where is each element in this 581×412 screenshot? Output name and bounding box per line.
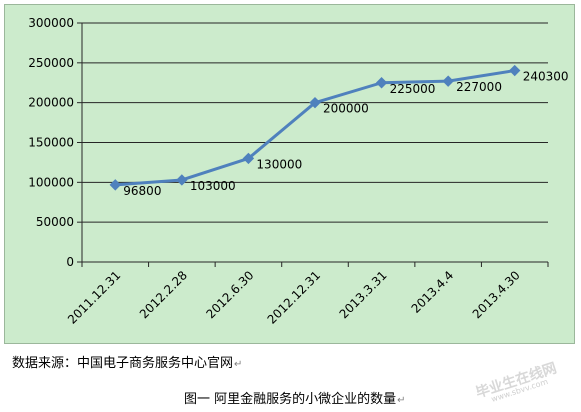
watermark-logo: 毕业生在线网 www.sbvv.com <box>468 352 578 412</box>
data-point-marker <box>242 152 255 165</box>
data-label: 96800 <box>123 184 161 198</box>
x-tick-label: 2013.4.4 <box>409 268 457 316</box>
x-tick-label: 2012.6.30 <box>203 268 256 321</box>
data-label: 225000 <box>390 82 436 96</box>
data-label: 227000 <box>456 80 502 94</box>
x-tick-label: 2012.2.28 <box>137 268 190 321</box>
chart-area <box>4 4 575 344</box>
data-point-marker <box>309 96 321 109</box>
x-tick-label: 2013.3.31 <box>337 268 390 321</box>
data-label: 103000 <box>190 179 236 193</box>
figure-caption: 图一 阿里金融服务的小微企业的数量↵ <box>184 392 406 407</box>
watermark-title: 毕业生在线网 <box>473 360 559 402</box>
y-tick-labels: 0 50000 100000 150000 200000 250000 300000 <box>28 16 74 269</box>
data-point-marker <box>442 75 454 87</box>
data-label: 240300 <box>523 70 569 84</box>
x-tick-label: 2011.12.31 <box>65 268 123 326</box>
y-tick-label: 250000 <box>28 56 74 70</box>
data-source-note: 数据来源：中国电子商务服务中心官网↵ <box>12 356 243 371</box>
watermark-url: www.sbvv.com <box>490 377 550 404</box>
y-tick-label: 0 <box>66 255 74 269</box>
data-labels: 96800 103000 130000 200000 225000 227000 24030… <box>123 70 568 198</box>
series-line <box>113 69 517 187</box>
y-tick-label: 200000 <box>28 96 74 110</box>
data-point-marker <box>109 179 121 191</box>
line-chart: 0 50000 100000 150000 200000 250000 300000 201… <box>28 16 568 327</box>
y-tick-label: 300000 <box>28 16 74 30</box>
x-tick-labels: 2011.12.31 2012.2.28 2012.6.30 2012.12.31 20… <box>65 268 523 326</box>
data-label: 200000 <box>323 102 369 116</box>
y-tick-label: 100000 <box>28 175 74 189</box>
axes <box>77 22 549 267</box>
data-point-marker <box>375 77 388 89</box>
series-line-path <box>113 69 517 187</box>
y-tick-label: 50000 <box>36 215 74 229</box>
x-tick-label: 2013.4.30 <box>470 268 523 321</box>
data-point-marker <box>509 64 521 77</box>
x-tick-label: 2012.12.31 <box>265 268 323 326</box>
data-point-marker <box>176 174 188 186</box>
series-markers <box>109 64 521 191</box>
y-tick-label: 150000 <box>28 136 74 150</box>
data-label: 130000 <box>256 157 302 171</box>
paragraph-mark-icon: ↵ <box>397 395 406 406</box>
paragraph-mark-icon: ↵ <box>234 359 243 370</box>
